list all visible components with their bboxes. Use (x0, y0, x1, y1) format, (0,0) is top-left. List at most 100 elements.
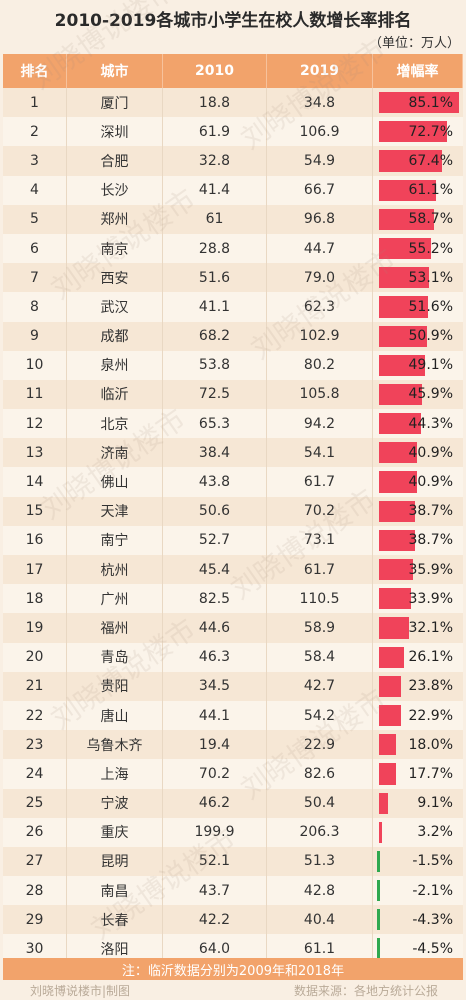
value-2019-cell: 54.1 (267, 438, 373, 468)
table-row: 19 福州 44.6 58.9 32.1% (3, 613, 463, 643)
chart-title: 2010-2019各城市小学生在校人数增长率排名 (54, 11, 412, 31)
value-2010-cell: 45.4 (163, 555, 267, 585)
rate-cell: -4.3% (373, 905, 463, 934)
rate-label: -1.5% (412, 853, 453, 870)
rate-cell: 35.9% (373, 555, 463, 584)
rate-bar (379, 413, 421, 435)
city-cell: 唐山 (67, 700, 163, 731)
rate-label: 17.7% (408, 765, 453, 782)
value-2019-cell: 106.9 (267, 117, 373, 147)
rank-cell: 20 (3, 642, 67, 672)
value-2010-cell: 51.6 (163, 263, 267, 293)
unit-label: （单位：万人） (368, 36, 460, 51)
rate-bar (379, 792, 388, 814)
value-2019-cell: 61.7 (267, 555, 373, 585)
rate-label: 72.7% (408, 123, 453, 140)
rate-label: 40.9% (408, 444, 453, 461)
table-row: 22 唐山 44.1 54.2 22.9% (3, 700, 463, 731)
city-cell: 乌鲁木齐 (67, 730, 163, 760)
table-row: 10 泉州 53.8 80.2 49.1% (3, 350, 463, 380)
city-cell: 长沙 (67, 175, 163, 205)
rate-cell: 38.7% (373, 526, 463, 555)
rate-label: 55.2% (408, 240, 453, 257)
rate-cell: 51.6% (373, 292, 463, 321)
value-2010-cell: 70.2 (163, 759, 267, 789)
rate-cell: 67.4% (373, 146, 463, 175)
header-rank: 排名 (3, 54, 67, 88)
footnote: 注：临沂数据分别为2009年和2018年 (3, 958, 463, 980)
city-cell: 厦门 (67, 88, 163, 118)
value-2010-cell: 82.5 (163, 584, 267, 614)
city-cell: 泉州 (67, 350, 163, 380)
value-2019-cell: 79.0 (267, 263, 373, 293)
value-2010-cell: 52.7 (163, 525, 267, 555)
value-2010-cell: 28.8 (163, 233, 267, 264)
rate-bar (379, 354, 426, 376)
value-2010-cell: 72.5 (163, 379, 267, 410)
city-cell: 合肥 (67, 146, 163, 176)
city-cell: 南宁 (67, 525, 163, 555)
value-2010-cell: 41.1 (163, 292, 267, 322)
value-2019-cell: 82.6 (267, 759, 373, 789)
value-2019-cell: 42.7 (267, 671, 373, 701)
city-cell: 西安 (67, 263, 163, 293)
value-2019-cell: 80.2 (267, 350, 373, 380)
rate-label: 45.9% (408, 386, 453, 403)
rate-label: 38.7% (408, 532, 453, 549)
rate-label: 58.7% (408, 211, 453, 228)
rate-cell: 40.9% (373, 467, 463, 496)
rank-cell: 4 (3, 175, 67, 205)
header-2010: 2010 (163, 54, 267, 88)
value-2010-cell: 34.5 (163, 671, 267, 701)
city-cell: 北京 (67, 409, 163, 439)
rate-bar (379, 442, 418, 464)
rate-label: 49.1% (408, 357, 453, 374)
header-2019: 2019 (267, 54, 373, 88)
rank-cell: 17 (3, 555, 67, 585)
value-2019-cell: 22.9 (267, 730, 373, 760)
rate-bar (379, 237, 431, 260)
rate-bar (379, 588, 411, 610)
value-2010-cell: 199.9 (163, 817, 267, 847)
value-2019-cell: 58.4 (267, 642, 373, 672)
city-cell: 青岛 (67, 642, 163, 672)
rate-label: 40.9% (408, 474, 453, 491)
rate-bar (379, 92, 459, 114)
rank-cell: 27 (3, 846, 67, 877)
rate-cell: 18.0% (373, 730, 463, 759)
rank-cell: 5 (3, 204, 67, 234)
table-row: 6 南京 28.8 44.7 55.2% (3, 233, 463, 264)
table-row: 18 广州 82.5 110.5 33.9% (3, 584, 463, 614)
rate-bar (379, 500, 416, 522)
rank-cell: 29 (3, 905, 67, 935)
table-row: 23 乌鲁木齐 19.4 22.9 18.0% (3, 730, 463, 760)
value-2010-cell: 68.2 (163, 321, 267, 351)
value-2019-cell: 105.8 (267, 379, 373, 410)
value-2019-cell: 110.5 (267, 584, 373, 614)
header-rate: 增幅率 (373, 54, 463, 88)
rate-label: 26.1% (408, 649, 453, 666)
value-2010-cell: 42.2 (163, 905, 267, 935)
rate-cell: 55.2% (373, 234, 463, 263)
rate-label: 67.4% (408, 152, 453, 169)
rate-bar (379, 325, 427, 347)
rate-bar-negative (377, 880, 380, 902)
table-row: 7 西安 51.6 79.0 53.1% (3, 263, 463, 293)
city-cell: 贵阳 (67, 671, 163, 701)
rank-cell: 10 (3, 350, 67, 380)
data-source: 数据来源：各地方统计公报 (293, 984, 438, 998)
value-2010-cell: 46.2 (163, 788, 267, 818)
table-row: 14 佛山 43.8 61.7 40.9% (3, 467, 463, 497)
value-2019-cell: 70.2 (267, 496, 373, 526)
value-2019-cell: 51.3 (267, 846, 373, 877)
city-cell: 南昌 (67, 876, 163, 906)
value-2019-cell: 61.1 (267, 934, 373, 964)
value-2019-cell: 62.3 (267, 292, 373, 322)
city-cell: 南京 (67, 233, 163, 264)
rank-cell: 15 (3, 496, 67, 526)
rate-bar (379, 179, 437, 201)
city-cell: 重庆 (67, 817, 163, 847)
rank-cell: 11 (3, 379, 67, 410)
rate-bar-negative (377, 909, 380, 931)
rank-cell: 18 (3, 584, 67, 614)
